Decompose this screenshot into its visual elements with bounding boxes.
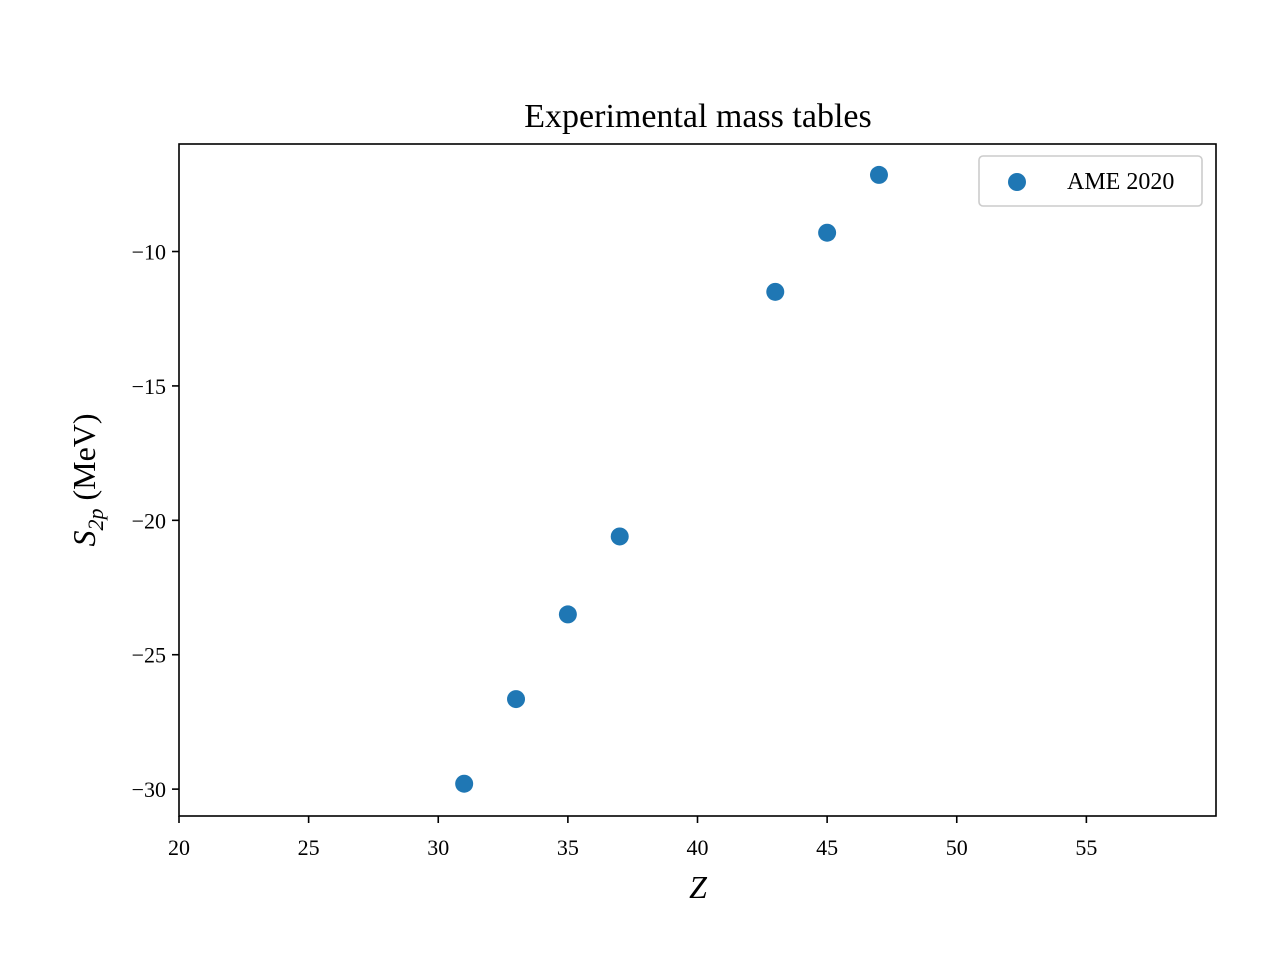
legend-marker <box>1008 173 1026 191</box>
plot-area <box>179 144 1216 816</box>
y-axis: −30 −25 −20 −15 −10 <box>132 240 179 802</box>
data-points <box>455 165 888 793</box>
y-tick-label: −15 <box>132 374 166 399</box>
y-axis-label-symbol: S <box>66 531 102 547</box>
x-tick-label: 20 <box>168 835 190 860</box>
x-tick-label: 50 <box>946 835 968 860</box>
legend: AME 2020 <box>978 155 1203 207</box>
y-axis-label: S2p (MeV) <box>66 413 108 546</box>
data-point <box>558 605 577 624</box>
data-point <box>610 527 629 546</box>
x-axis-label: Z <box>689 869 708 905</box>
data-point <box>766 282 785 301</box>
y-axis-label-unit: (MeV) <box>66 413 102 508</box>
data-point <box>818 223 837 242</box>
data-point <box>869 165 888 184</box>
x-tick-label: 40 <box>687 835 709 860</box>
y-tick-label: −30 <box>132 777 166 802</box>
y-tick-label: −20 <box>132 508 166 533</box>
data-point <box>455 774 474 793</box>
x-tick-label: 35 <box>557 835 579 860</box>
y-axis-label-subscript: 2p <box>83 509 108 531</box>
plot-background <box>179 144 1216 816</box>
x-tick-label: 30 <box>427 835 449 860</box>
y-tick-label: −25 <box>132 643 166 668</box>
x-tick-label: 25 <box>298 835 320 860</box>
x-tick-label: 55 <box>1075 835 1097 860</box>
legend-box <box>978 155 1203 207</box>
chart-title: Experimental mass tables <box>524 98 871 135</box>
data-point <box>507 690 526 709</box>
x-tick-label: 45 <box>816 835 838 860</box>
y-tick-label: −10 <box>132 240 166 265</box>
x-axis: 20 25 30 35 40 45 50 55 <box>168 816 1097 860</box>
plot-frame <box>178 143 1217 817</box>
legend-label: AME 2020 <box>1067 169 1174 195</box>
